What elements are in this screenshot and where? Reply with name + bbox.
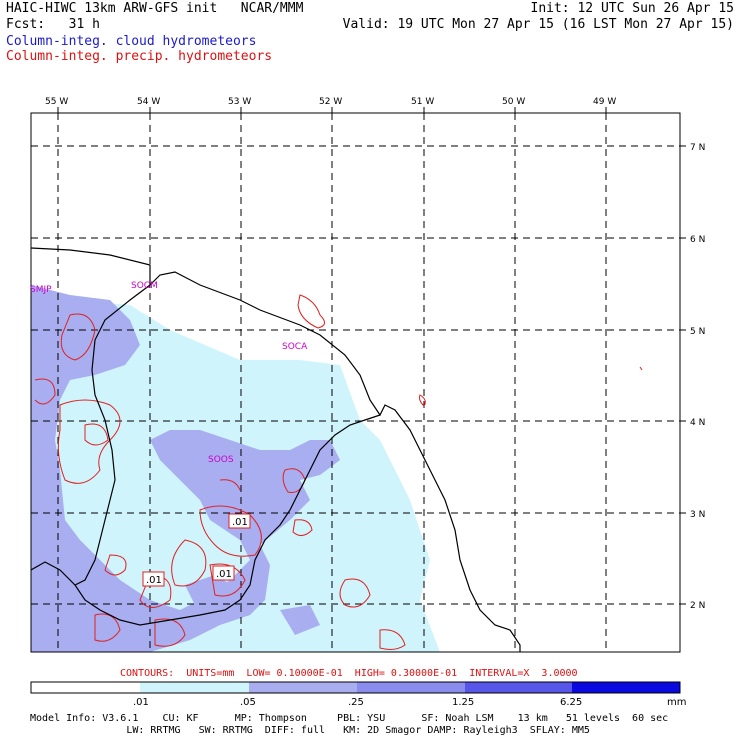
lon-label: 49 W — [593, 97, 616, 107]
lon-label: 53 W — [228, 97, 251, 107]
colorbar-tick: 1.25 — [452, 697, 474, 708]
lon-label: 54 W — [137, 97, 160, 107]
colorbar-tick: .25 — [348, 697, 364, 708]
grid-lines — [31, 113, 680, 652]
contours-info: CONTOURS: UNITS=mm LOW= 0.10000E-01 HIGH… — [120, 668, 578, 679]
model-title: HAIC-HIWC 13km ARW-GFS init NCAR/MMM — [6, 1, 304, 16]
lon-label: 55 W — [45, 97, 68, 107]
map-frame — [30, 112, 681, 653]
axis-labels: 55 W 54 W 53 W 52 W 51 W 50 W 49 W 7 N 6… — [45, 97, 705, 611]
legend-precip: Column-integ. precip. hydrometeors — [6, 49, 273, 64]
field-fills — [31, 285, 440, 652]
lon-label: 51 W — [411, 97, 434, 107]
colorbar-tick: .01 — [133, 697, 149, 708]
lat-label: 5 N — [690, 327, 705, 337]
station-label: SOCM — [131, 281, 158, 291]
station-label: SOCA — [282, 342, 308, 352]
coastline — [31, 247, 521, 652]
init-time: Init: 12 UTC Sun 26 Apr 15 — [530, 1, 735, 16]
valid-time: Valid: 19 UTC Mon 27 Apr 15 (16 LST Mon … — [342, 17, 734, 32]
tick-marks — [57, 107, 686, 605]
station-label: SOOS — [208, 455, 234, 465]
lat-label: 7 N — [690, 143, 705, 153]
contour-label: .01 — [216, 569, 232, 580]
model-info-line2: LW: RRTMG SW: RRTMG DIFF: full KM: 2D Sm… — [30, 725, 590, 736]
lat-label: 3 N — [690, 510, 705, 520]
colorbar — [30, 681, 681, 694]
lat-label: 2 N — [690, 601, 705, 611]
contour-label: .01 — [146, 575, 162, 586]
colorbar-tick: 6.25 — [560, 697, 582, 708]
precip-contours — [34, 294, 643, 650]
lat-label: 6 N — [690, 235, 705, 245]
model-info-line1: Model Info: V3.6.1 CU: KF MP: Thompson P… — [30, 713, 669, 724]
lon-label: 50 W — [502, 97, 525, 107]
colorbar-ticks: .01 .05 .25 1.25 6.25 mm — [133, 697, 686, 708]
lat-label: 4 N — [690, 418, 705, 428]
forecast-hour: Fcst: 31 h — [6, 17, 100, 32]
colorbar-tick: .05 — [240, 697, 256, 708]
contour-label: .01 — [232, 517, 248, 528]
station-labels: SMJP SOCM SOCA SOOS — [30, 281, 308, 465]
colorbar-units: mm — [667, 697, 686, 708]
lon-label: 52 W — [319, 97, 342, 107]
station-label: SMJP — [30, 285, 52, 295]
legend-cloud: Column-integ. cloud hydrometeors — [6, 34, 257, 49]
contour-value-labels: .01 .01 .01 — [142, 513, 251, 587]
